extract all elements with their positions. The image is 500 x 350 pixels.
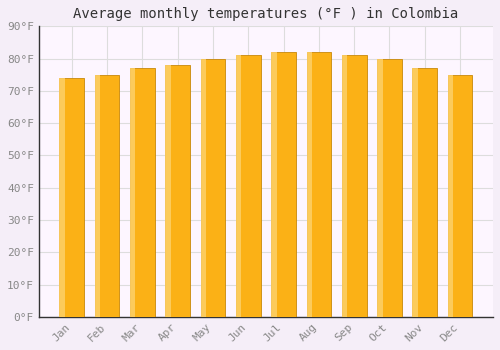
Bar bbox=[166, 65, 171, 317]
Bar bbox=[448, 75, 472, 317]
Title: Average monthly temperatures (°F ) in Colombia: Average monthly temperatures (°F ) in Co… bbox=[74, 7, 458, 21]
Bar bbox=[94, 75, 120, 317]
Bar bbox=[377, 58, 382, 317]
Bar bbox=[60, 78, 84, 317]
Bar bbox=[342, 55, 366, 317]
Bar bbox=[200, 58, 226, 317]
Bar bbox=[236, 55, 260, 317]
Bar bbox=[448, 75, 453, 317]
Bar bbox=[60, 78, 65, 317]
Bar bbox=[306, 52, 331, 317]
Bar bbox=[130, 68, 155, 317]
Bar bbox=[271, 52, 296, 317]
Bar bbox=[412, 68, 437, 317]
Bar bbox=[271, 52, 276, 317]
Bar bbox=[200, 58, 206, 317]
Bar bbox=[166, 65, 190, 317]
Bar bbox=[412, 68, 418, 317]
Bar bbox=[377, 58, 402, 317]
Bar bbox=[306, 52, 312, 317]
Bar bbox=[130, 68, 136, 317]
Bar bbox=[94, 75, 100, 317]
Bar bbox=[236, 55, 242, 317]
Bar bbox=[342, 55, 347, 317]
